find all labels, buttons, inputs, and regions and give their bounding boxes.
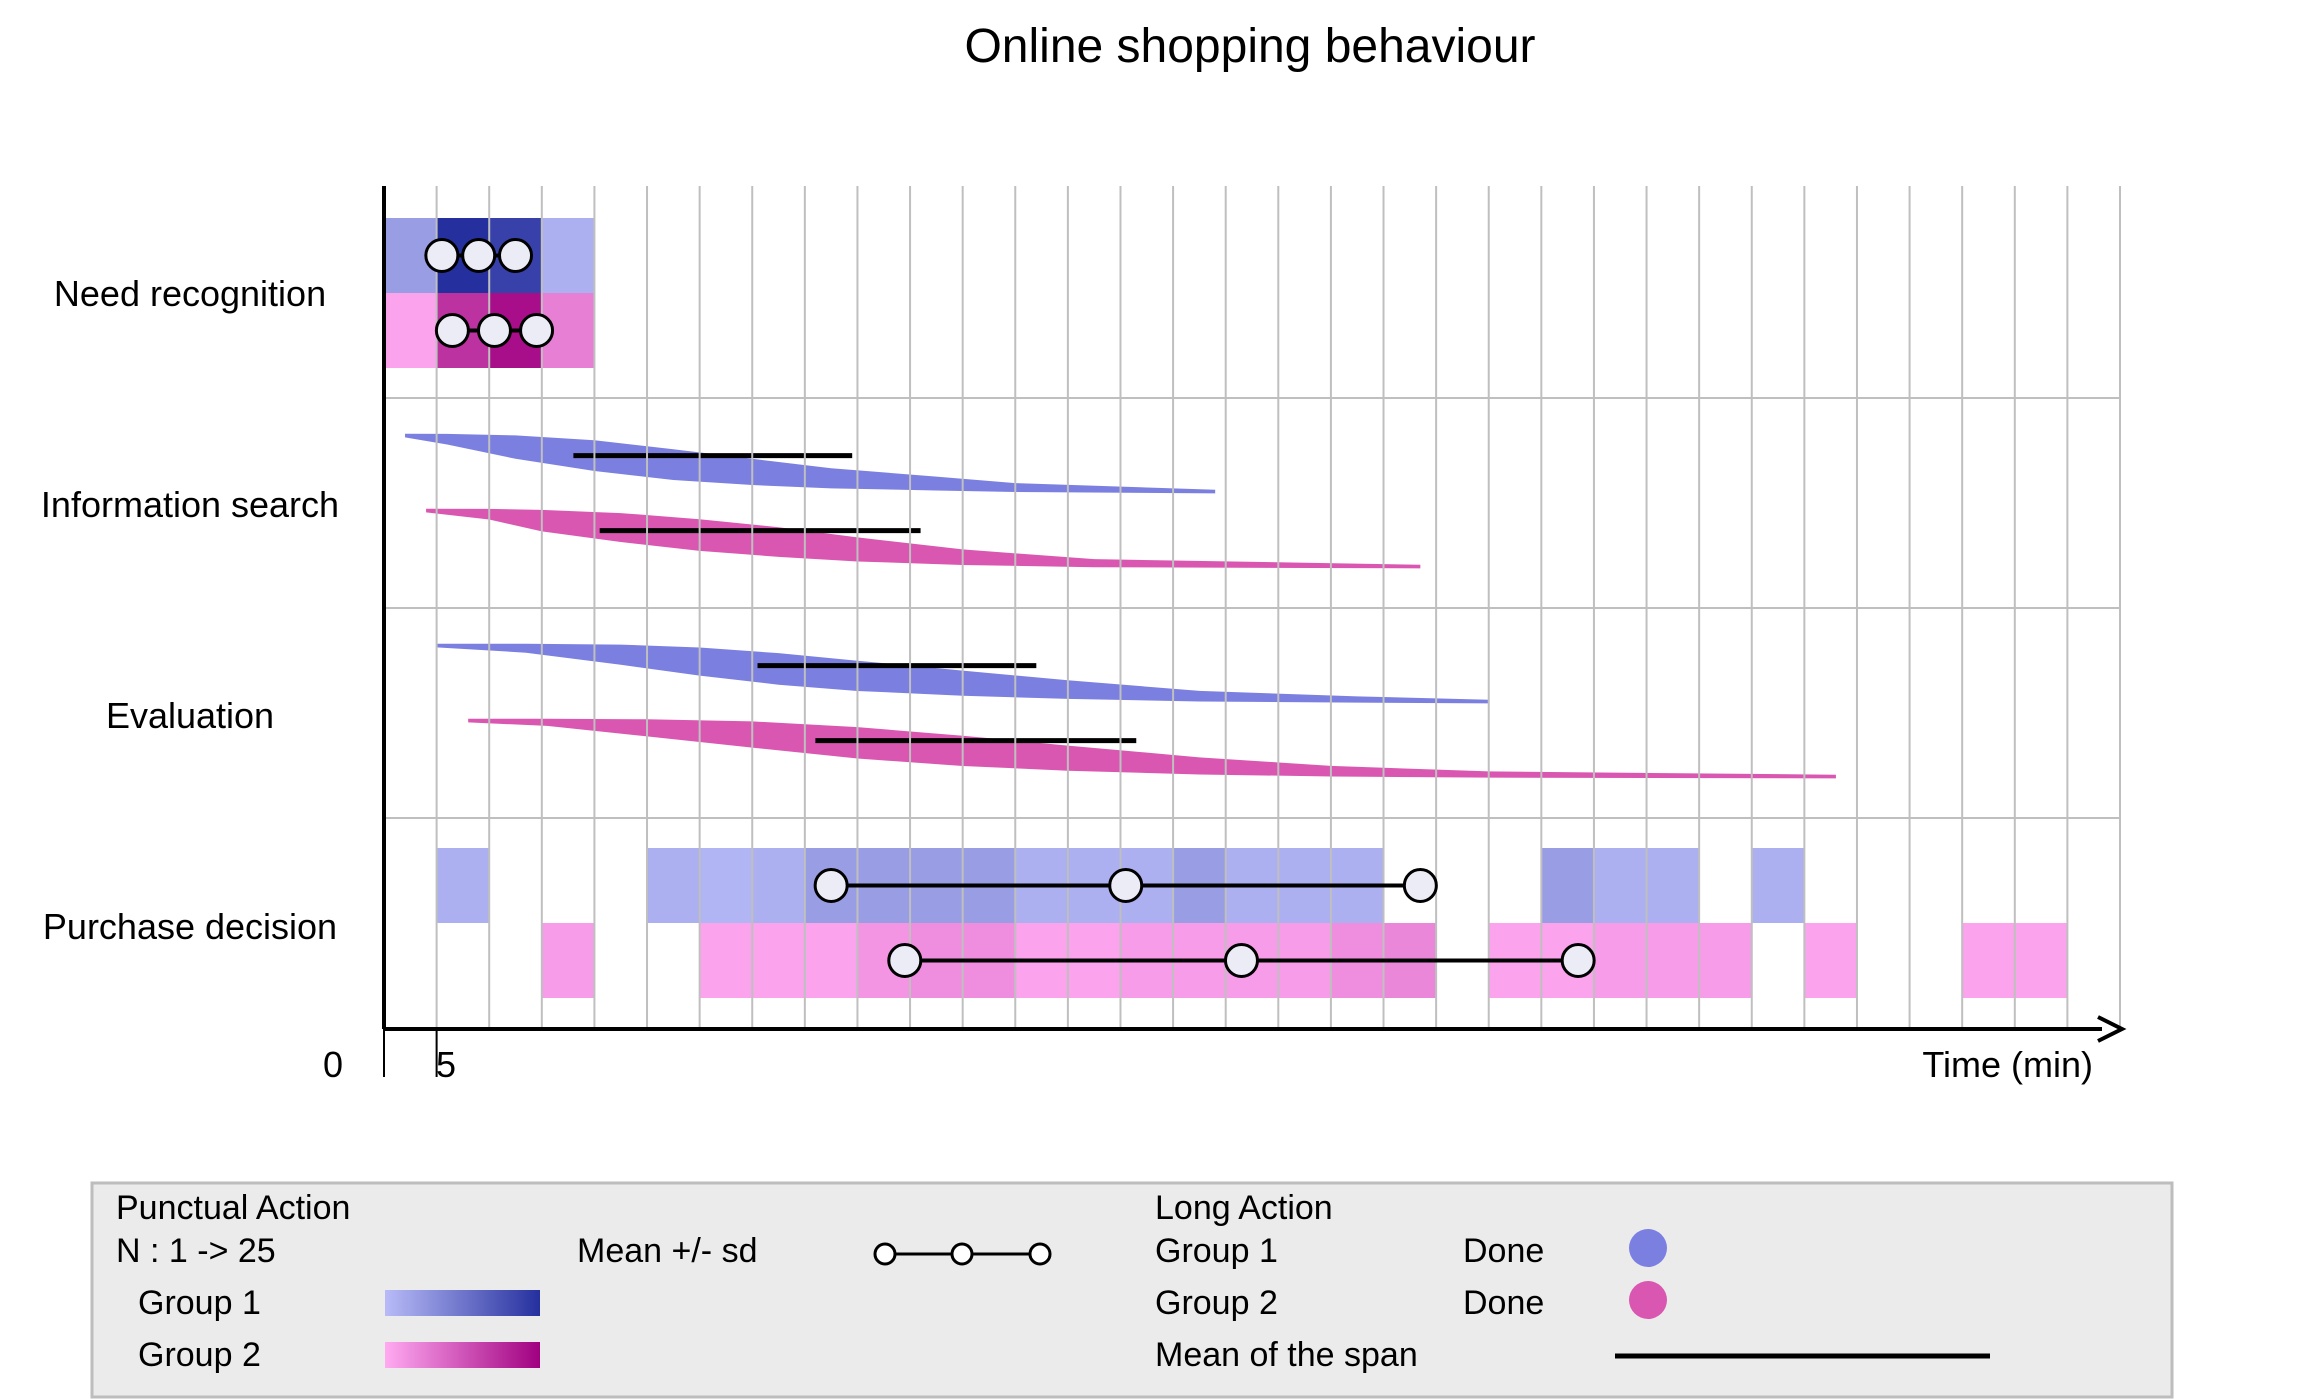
legend-punctual-title: Punctual Action (116, 1189, 350, 1227)
mean-sd-marker-need-recognition-group-1-2 (498, 238, 534, 273)
cell-purchase-decision-group-1-x24 (1646, 848, 1700, 923)
cell-purchase-decision-group-2-x30 (1962, 923, 2015, 998)
cell-purchase-decision-group-2-x31 (2014, 923, 2068, 998)
mean-sd-marker-need-recognition-group-2-1 (476, 313, 512, 348)
mean-sd-marker-need-recognition-group-1-1 (461, 238, 497, 273)
cell-purchase-decision-group-2-x27 (1804, 923, 1857, 998)
cell-purchase-decision-group-1-x7 (752, 848, 805, 923)
mean-sd-marker-purchase-decision-group-2-1 (1223, 943, 1259, 978)
row-label-information-search: Information search (41, 484, 339, 525)
cell-purchase-decision-group-1-x1 (436, 848, 490, 923)
row-label-need-recognition: Need recognition (54, 273, 326, 314)
cell-purchase-decision-group-1-x5 (647, 848, 700, 923)
cell-need-recognition-group-2-x0 (384, 293, 437, 368)
x-tick-label-5: 5 (436, 1044, 456, 1085)
plot-area (382, 186, 2127, 1077)
legend-done-group2: Done (1463, 1284, 1544, 1322)
legend-group2-label: Group 2 (138, 1336, 261, 1374)
mean-sd-marker-purchase-decision-group-2-2 (1560, 943, 1596, 978)
legend-group1-label: Group 1 (138, 1284, 261, 1322)
legend-mean-sd-marker-right (1028, 1242, 1052, 1266)
mean-sd-marker-purchase-decision-group-1-1 (1108, 868, 1144, 903)
mean-sd-marker-need-recognition-group-2-0 (434, 313, 470, 348)
x-axis-arrow (2097, 1015, 2127, 1043)
x-tick-label-0: 0 (323, 1044, 343, 1085)
long-action-information-search-group-1 (405, 433, 1216, 494)
legend-mean-sd-marker-mid (950, 1242, 974, 1266)
legend: Punctual Action N : 1 -> 25 Group 1 Grou… (90, 1181, 2174, 1399)
legend-long-title: Long Action (1155, 1189, 1333, 1227)
cell-purchase-decision-group-2-x23 (1593, 923, 1647, 998)
row-label-evaluation: Evaluation (106, 695, 274, 736)
long-action-information-search-group-2 (426, 508, 1421, 569)
cell-purchase-decision-group-2-x7 (752, 923, 805, 998)
row-label-purchase-decision: Purchase decision (43, 906, 337, 947)
legend-n-range: N : 1 -> 25 (116, 1232, 276, 1270)
cell-purchase-decision-group-1-x23 (1593, 848, 1647, 923)
legend-mean-span: Mean of the span (1155, 1336, 1418, 1374)
chart-title: Online shopping behaviour (964, 20, 1535, 73)
mean-sd-marker-purchase-decision-group-2-0 (887, 943, 923, 978)
cell-purchase-decision-group-2-x6 (699, 923, 753, 998)
legend-group2-ramp (385, 1342, 540, 1368)
cell-need-recognition-group-1-x3 (541, 218, 595, 293)
mean-sd-marker-need-recognition-group-2-2 (519, 313, 555, 348)
cell-purchase-decision-group-1-x26 (1751, 848, 1805, 923)
legend-group1-ramp (385, 1290, 540, 1316)
x-axis-title: Time (min) (1922, 1044, 2093, 1085)
legend-long-group2: Group 2 (1155, 1284, 1278, 1322)
cell-purchase-decision-group-1-x22 (1541, 848, 1594, 923)
cell-purchase-decision-group-2-x3 (541, 923, 595, 998)
cell-purchase-decision-group-2-x25 (1699, 923, 1752, 998)
legend-mean-sd: Mean +/- sd (577, 1232, 757, 1270)
legend-done-group1: Done (1463, 1232, 1544, 1270)
long-action-evaluation-group-2 (468, 718, 1836, 779)
legend-done-group2-swatch (1629, 1281, 1667, 1319)
mean-sd-marker-purchase-decision-group-1-2 (1402, 868, 1438, 903)
legend-mean-sd-marker-left (873, 1242, 897, 1266)
cell-purchase-decision-group-1-x6 (699, 848, 753, 923)
legend-long-group1: Group 1 (1155, 1232, 1278, 1270)
cell-purchase-decision-group-2-x8 (804, 923, 858, 998)
legend-done-group1-swatch (1629, 1229, 1667, 1267)
mean-sd-marker-purchase-decision-group-1-0 (813, 868, 849, 903)
mean-sd-marker-need-recognition-group-1-0 (424, 238, 460, 273)
cell-purchase-decision-group-2-x24 (1646, 923, 1700, 998)
